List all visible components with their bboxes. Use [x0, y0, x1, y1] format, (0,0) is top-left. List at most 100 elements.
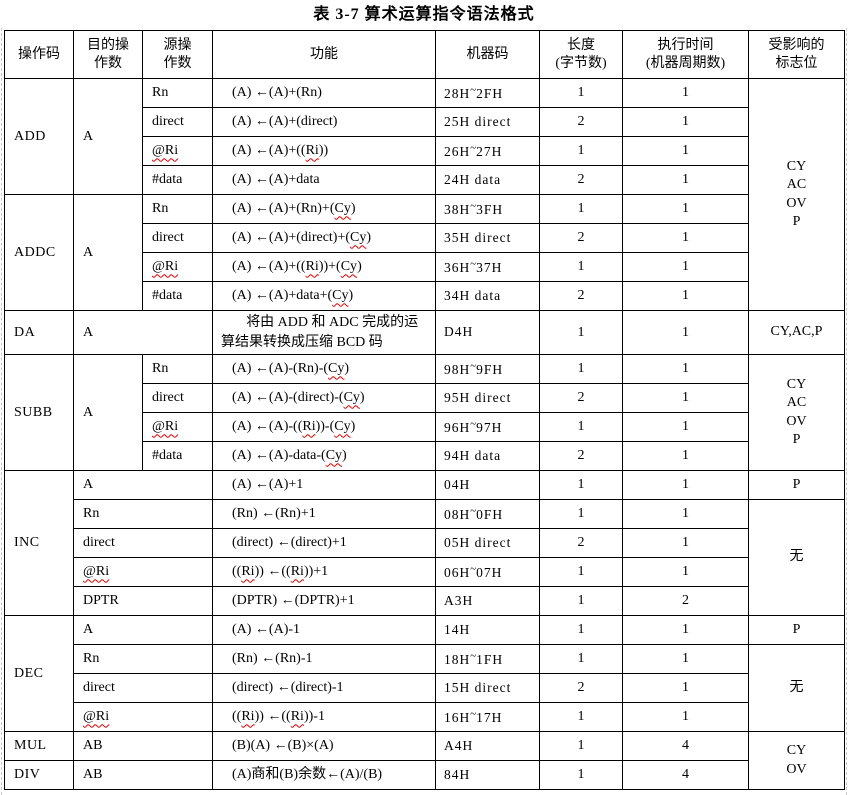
src-cell: @Ri: [142, 136, 213, 166]
src-cell: #data: [142, 281, 213, 311]
src-cell: direct: [142, 107, 213, 137]
len-cell: 2: [539, 528, 623, 558]
table-row: ADD A Rn (A) ←(A)+(Rn) 28H~2FH 1 1 CY AC…: [4, 78, 845, 311]
operand-cell: AB: [73, 731, 213, 761]
col-header-func: 功能: [212, 30, 436, 79]
time-cell: 1: [622, 557, 749, 587]
func-cell: (direct) ←(direct)+1: [212, 528, 436, 558]
code-cell: 04H: [435, 470, 540, 500]
col-header-code: 机器码: [435, 30, 540, 79]
time-cell: 1: [622, 136, 749, 166]
table-row: DA A 将由 ADD 和 ADC 完成的运算结果转换成压缩 BCD 码 D4H…: [4, 310, 845, 355]
table-caption: 表 3-7 算术运算指令语法格式: [313, 6, 535, 23]
src-cell: Rn: [142, 78, 213, 108]
func-cell: (Rn) ←(Rn)+1: [212, 499, 436, 529]
time-cell: 1: [622, 354, 749, 384]
code-cell: 06H~07H: [435, 557, 540, 587]
code-cell: 25H direct: [435, 107, 540, 137]
opcode-cell: SUBB: [4, 354, 74, 471]
table-row: direct (A) ←(A)+(direct)+(Cy) 35H direct…: [5, 223, 845, 253]
table-row: @Ri ((Ri)) ←((Ri))-1 16H~17H 1 1: [5, 702, 845, 732]
func-cell: (A) ←(A)+(direct): [212, 107, 436, 137]
time-cell: 1: [622, 107, 749, 137]
len-cell: 2: [539, 223, 623, 253]
time-cell: 1: [622, 441, 749, 471]
operand-cell: @Ri: [73, 557, 213, 587]
opcode-cell: INC: [4, 470, 74, 616]
table-row: #data (A) ←(A)-data-(Cy) 94H data 2 1: [5, 441, 845, 471]
flags-cell: 无: [748, 499, 845, 616]
code-cell: A3H: [435, 586, 540, 616]
src-cell: Rn: [142, 354, 213, 384]
instruction-table: 操作码 目的操 作数 源操 作数 功能 机器码 长度 (字节数) 执行时间 (机…: [4, 30, 845, 790]
func-cell: (A) ←(A)-data-(Cy): [212, 441, 436, 471]
func-cell: (A) ←(A)-(direct)-(Cy): [212, 383, 436, 413]
code-cell: 38H~3FH: [435, 194, 540, 224]
len-cell: 1: [539, 252, 623, 282]
func-cell: (A) ←(A)+data: [212, 165, 436, 195]
time-cell: 1: [622, 310, 749, 355]
flags-cell: CY OV: [748, 731, 845, 790]
flags-cell: CY AC OV P: [748, 78, 845, 311]
src-cell: direct: [142, 383, 213, 413]
len-cell: 1: [539, 78, 623, 108]
col-header-src: 源操 作数: [142, 30, 213, 79]
table-row: DIV AB (A)商和(B)余数←(A)/(B) 84H 1 4: [4, 760, 845, 790]
table-row: @Ri (A) ←(A)+((Ri)) 26H~27H 1 1: [5, 136, 845, 166]
len-cell: 1: [539, 499, 623, 529]
len-cell: 2: [539, 673, 623, 703]
page-boundary-right: [846, 28, 847, 795]
len-cell: 1: [539, 354, 623, 384]
time-cell: 1: [622, 528, 749, 558]
time-cell: 1: [622, 252, 749, 282]
code-cell: 84H: [435, 760, 540, 790]
opcode-cell: ADDC: [4, 194, 74, 311]
table-row: #data (A) ←(A)+data 24H data 2 1: [5, 165, 845, 195]
operand-cell: DPTR: [73, 586, 213, 616]
func-cell: (A)商和(B)余数←(A)/(B): [212, 760, 436, 790]
operand-cell: direct: [73, 673, 213, 703]
time-cell: 1: [622, 383, 749, 413]
len-cell: 1: [539, 702, 623, 732]
len-cell: 1: [539, 136, 623, 166]
code-cell: 35H direct: [435, 223, 540, 253]
time-cell: 1: [622, 702, 749, 732]
operand-cell: A: [73, 470, 213, 500]
table-row: @Ri (A) ←(A)+((Ri))+(Cy) 36H~37H 1 1: [5, 252, 845, 282]
len-cell: 2: [539, 441, 623, 471]
func-cell: (A) ←(A)+((Ri))+(Cy): [212, 252, 436, 282]
col-header-dest: 目的操 作数: [73, 30, 143, 79]
time-cell: 1: [622, 644, 749, 674]
time-cell: 1: [622, 499, 749, 529]
time-cell: 4: [622, 760, 749, 790]
src-cell: #data: [142, 165, 213, 195]
time-cell: 1: [622, 673, 749, 703]
len-cell: 1: [539, 412, 623, 442]
len-cell: 1: [539, 310, 623, 355]
code-cell: A4H: [435, 731, 540, 761]
opcode-cell: DA: [4, 310, 74, 355]
len-cell: 1: [539, 644, 623, 674]
func-cell: (DPTR) ←(DPTR)+1: [212, 586, 436, 616]
dest-cell: A: [73, 194, 143, 311]
code-cell: 98H~9FH: [435, 354, 540, 384]
func-cell: (A) ←(A)+(Rn)+(Cy): [212, 194, 436, 224]
func-cell: (A) ←(A)+data+(Cy): [212, 281, 436, 311]
col-header-flags: 受影响的 标志位: [748, 30, 845, 79]
src-cell: direct: [142, 223, 213, 253]
code-cell: 96H~97H: [435, 412, 540, 442]
flags-cell: P: [748, 615, 845, 645]
func-cell: (A) ←(A)-(Rn)-(Cy): [212, 354, 436, 384]
table-row: DPTR (DPTR) ←(DPTR)+1 A3H 1 2: [5, 586, 845, 616]
opcode-cell: DEC: [4, 615, 74, 732]
operand-cell: A: [73, 615, 213, 645]
func-cell: (A) ←(A)-((Ri))-(Cy): [212, 412, 436, 442]
func-cell: (B)(A) ←(B)×(A): [212, 731, 436, 761]
code-cell: D4H: [435, 310, 540, 355]
operand-cell: direct: [73, 528, 213, 558]
func-cell: (A) ←(A)+(direct)+(Cy): [212, 223, 436, 253]
table-row: ADDC A Rn (A) ←(A)+(Rn)+(Cy) 38H~3FH 1 1: [4, 194, 845, 311]
page-boundary-left: [1, 28, 2, 795]
dest-cell: A: [73, 310, 213, 355]
func-cell: (A) ←(A)+1: [212, 470, 436, 500]
